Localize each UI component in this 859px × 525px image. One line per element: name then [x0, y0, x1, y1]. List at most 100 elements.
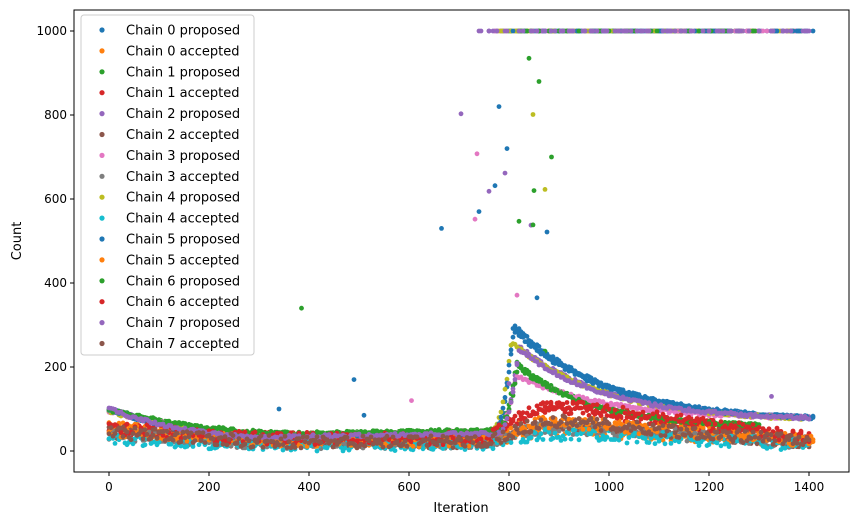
point-chain-4-accepted [392, 448, 398, 453]
point-chain-4-accepted [508, 440, 514, 445]
point-chain-4-accepted [662, 441, 668, 447]
point-chain-4-accepted [552, 430, 558, 436]
point-chain-4-accepted [562, 436, 568, 442]
point-chain-4-accepted [656, 438, 662, 444]
point-chain-1-accepted [580, 410, 586, 416]
point-chain-1-accepted [578, 405, 584, 411]
point-chain-0-proposed [536, 344, 542, 349]
point-chain-6-proposed [526, 371, 532, 377]
point-chain-4-accepted [536, 435, 542, 440]
point-chain-4-accepted [626, 435, 632, 440]
point-chain-2-proposed [458, 111, 464, 117]
point-chain-4-accepted [654, 435, 660, 440]
point-chain-6-accepted [106, 421, 112, 427]
point-chain-4-proposed [542, 187, 548, 192]
point-chain-4-proposed [498, 409, 504, 415]
point-chain-5-proposed [774, 28, 780, 34]
point-chain-4-proposed [506, 358, 512, 364]
point-chain-5-accepted [586, 426, 592, 432]
point-chain-1-accepted [710, 417, 716, 423]
point-chain-1-proposed [536, 79, 542, 84]
point-chain-3-accepted [614, 433, 620, 439]
point-chain-4-accepted [342, 445, 348, 451]
point-chain-5-accepted [810, 439, 816, 445]
point-chain-4-accepted [612, 437, 618, 442]
point-chain-5-proposed [544, 229, 550, 235]
point-chain-6-accepted [160, 433, 166, 438]
point-chain-6-accepted [252, 429, 258, 435]
point-chain-4-accepted [142, 442, 148, 448]
point-chain-3-proposed [764, 28, 770, 34]
point-chain-4-proposed [530, 112, 536, 117]
point-chain-3-accepted [342, 441, 348, 447]
point-chain-0-proposed [810, 28, 816, 34]
point-chain-2-proposed [806, 28, 812, 34]
point-chain-4-accepted [538, 431, 544, 437]
point-chain-3-proposed [760, 28, 766, 34]
point-chain-4-accepted [714, 440, 720, 446]
point-chain-6-proposed [654, 28, 660, 34]
point-chain-4-accepted [734, 438, 740, 444]
point-chain-1-accepted [526, 405, 532, 411]
data-points [106, 28, 816, 454]
point-chain-5-proposed [504, 146, 510, 152]
point-chain-4-accepted [666, 432, 672, 438]
point-chain-4-proposed [502, 386, 508, 392]
point-chain-4-accepted [558, 438, 564, 443]
point-chain-5-proposed [508, 347, 514, 353]
point-chain-4-accepted [642, 436, 648, 441]
point-chain-6-accepted [178, 435, 184, 441]
point-chain-4-accepted [524, 439, 530, 445]
point-chain-1-proposed [516, 218, 522, 224]
point-chain-4-accepted [652, 441, 658, 447]
point-chain-4-accepted [280, 447, 286, 453]
point-chain-4-accepted [168, 441, 174, 447]
point-chain-4-accepted [706, 442, 712, 447]
point-chain-5-accepted [466, 443, 472, 449]
point-chain-6-proposed [514, 369, 520, 375]
point-chain-0-proposed [524, 334, 530, 339]
point-chain-4-accepted [178, 443, 184, 449]
point-chain-5-proposed [498, 414, 504, 420]
point-chain-4-accepted [410, 447, 416, 453]
point-chain-4-accepted [184, 444, 190, 449]
point-chain-5-accepted [508, 425, 514, 431]
point-chain-6-proposed [752, 28, 758, 34]
point-chain-6-accepted [124, 421, 130, 427]
point-chain-4-accepted [726, 444, 732, 449]
point-chain-3-proposed [514, 292, 520, 298]
point-chain-4-accepted [782, 445, 788, 451]
point-chain-4-accepted [314, 448, 320, 454]
point-chain-4-accepted [634, 439, 640, 445]
point-chain-1-accepted [544, 400, 550, 406]
point-chain-4-accepted [106, 436, 112, 442]
point-chain-4-accepted [646, 440, 652, 445]
point-chain-4-accepted [604, 434, 610, 440]
point-chain-4-accepted [528, 435, 534, 440]
point-chain-4-accepted [694, 439, 700, 445]
point-chain-5-proposed [810, 413, 816, 419]
point-chain-4-accepted [632, 430, 638, 436]
point-chain-5-accepted [622, 429, 628, 435]
point-chain-5-proposed [492, 183, 498, 189]
point-chain-0-proposed [510, 334, 516, 340]
point-chain-6-proposed [524, 28, 530, 34]
point-chain-5-accepted [410, 443, 416, 449]
point-chain-4-accepted [156, 439, 162, 445]
point-chain-4-accepted [196, 442, 202, 448]
point-chain-4-accepted [668, 441, 674, 446]
point-chain-4-accepted [490, 446, 496, 452]
point-chain-4-accepted [568, 436, 574, 442]
point-chain-3-accepted [556, 428, 562, 434]
point-chain-5-accepted [530, 425, 536, 430]
point-chain-4-accepted [440, 446, 446, 451]
point-chain-5-proposed [500, 405, 506, 411]
point-chain-4-accepted [574, 431, 580, 437]
point-chain-1-accepted [542, 410, 548, 415]
point-chain-4-accepted [616, 437, 622, 443]
point-chain-4-accepted [576, 437, 582, 443]
point-chain-6-proposed [512, 381, 518, 386]
point-chain-6-proposed [510, 393, 516, 398]
point-chain-3-proposed [474, 151, 480, 157]
point-chain-5-proposed [534, 295, 540, 301]
